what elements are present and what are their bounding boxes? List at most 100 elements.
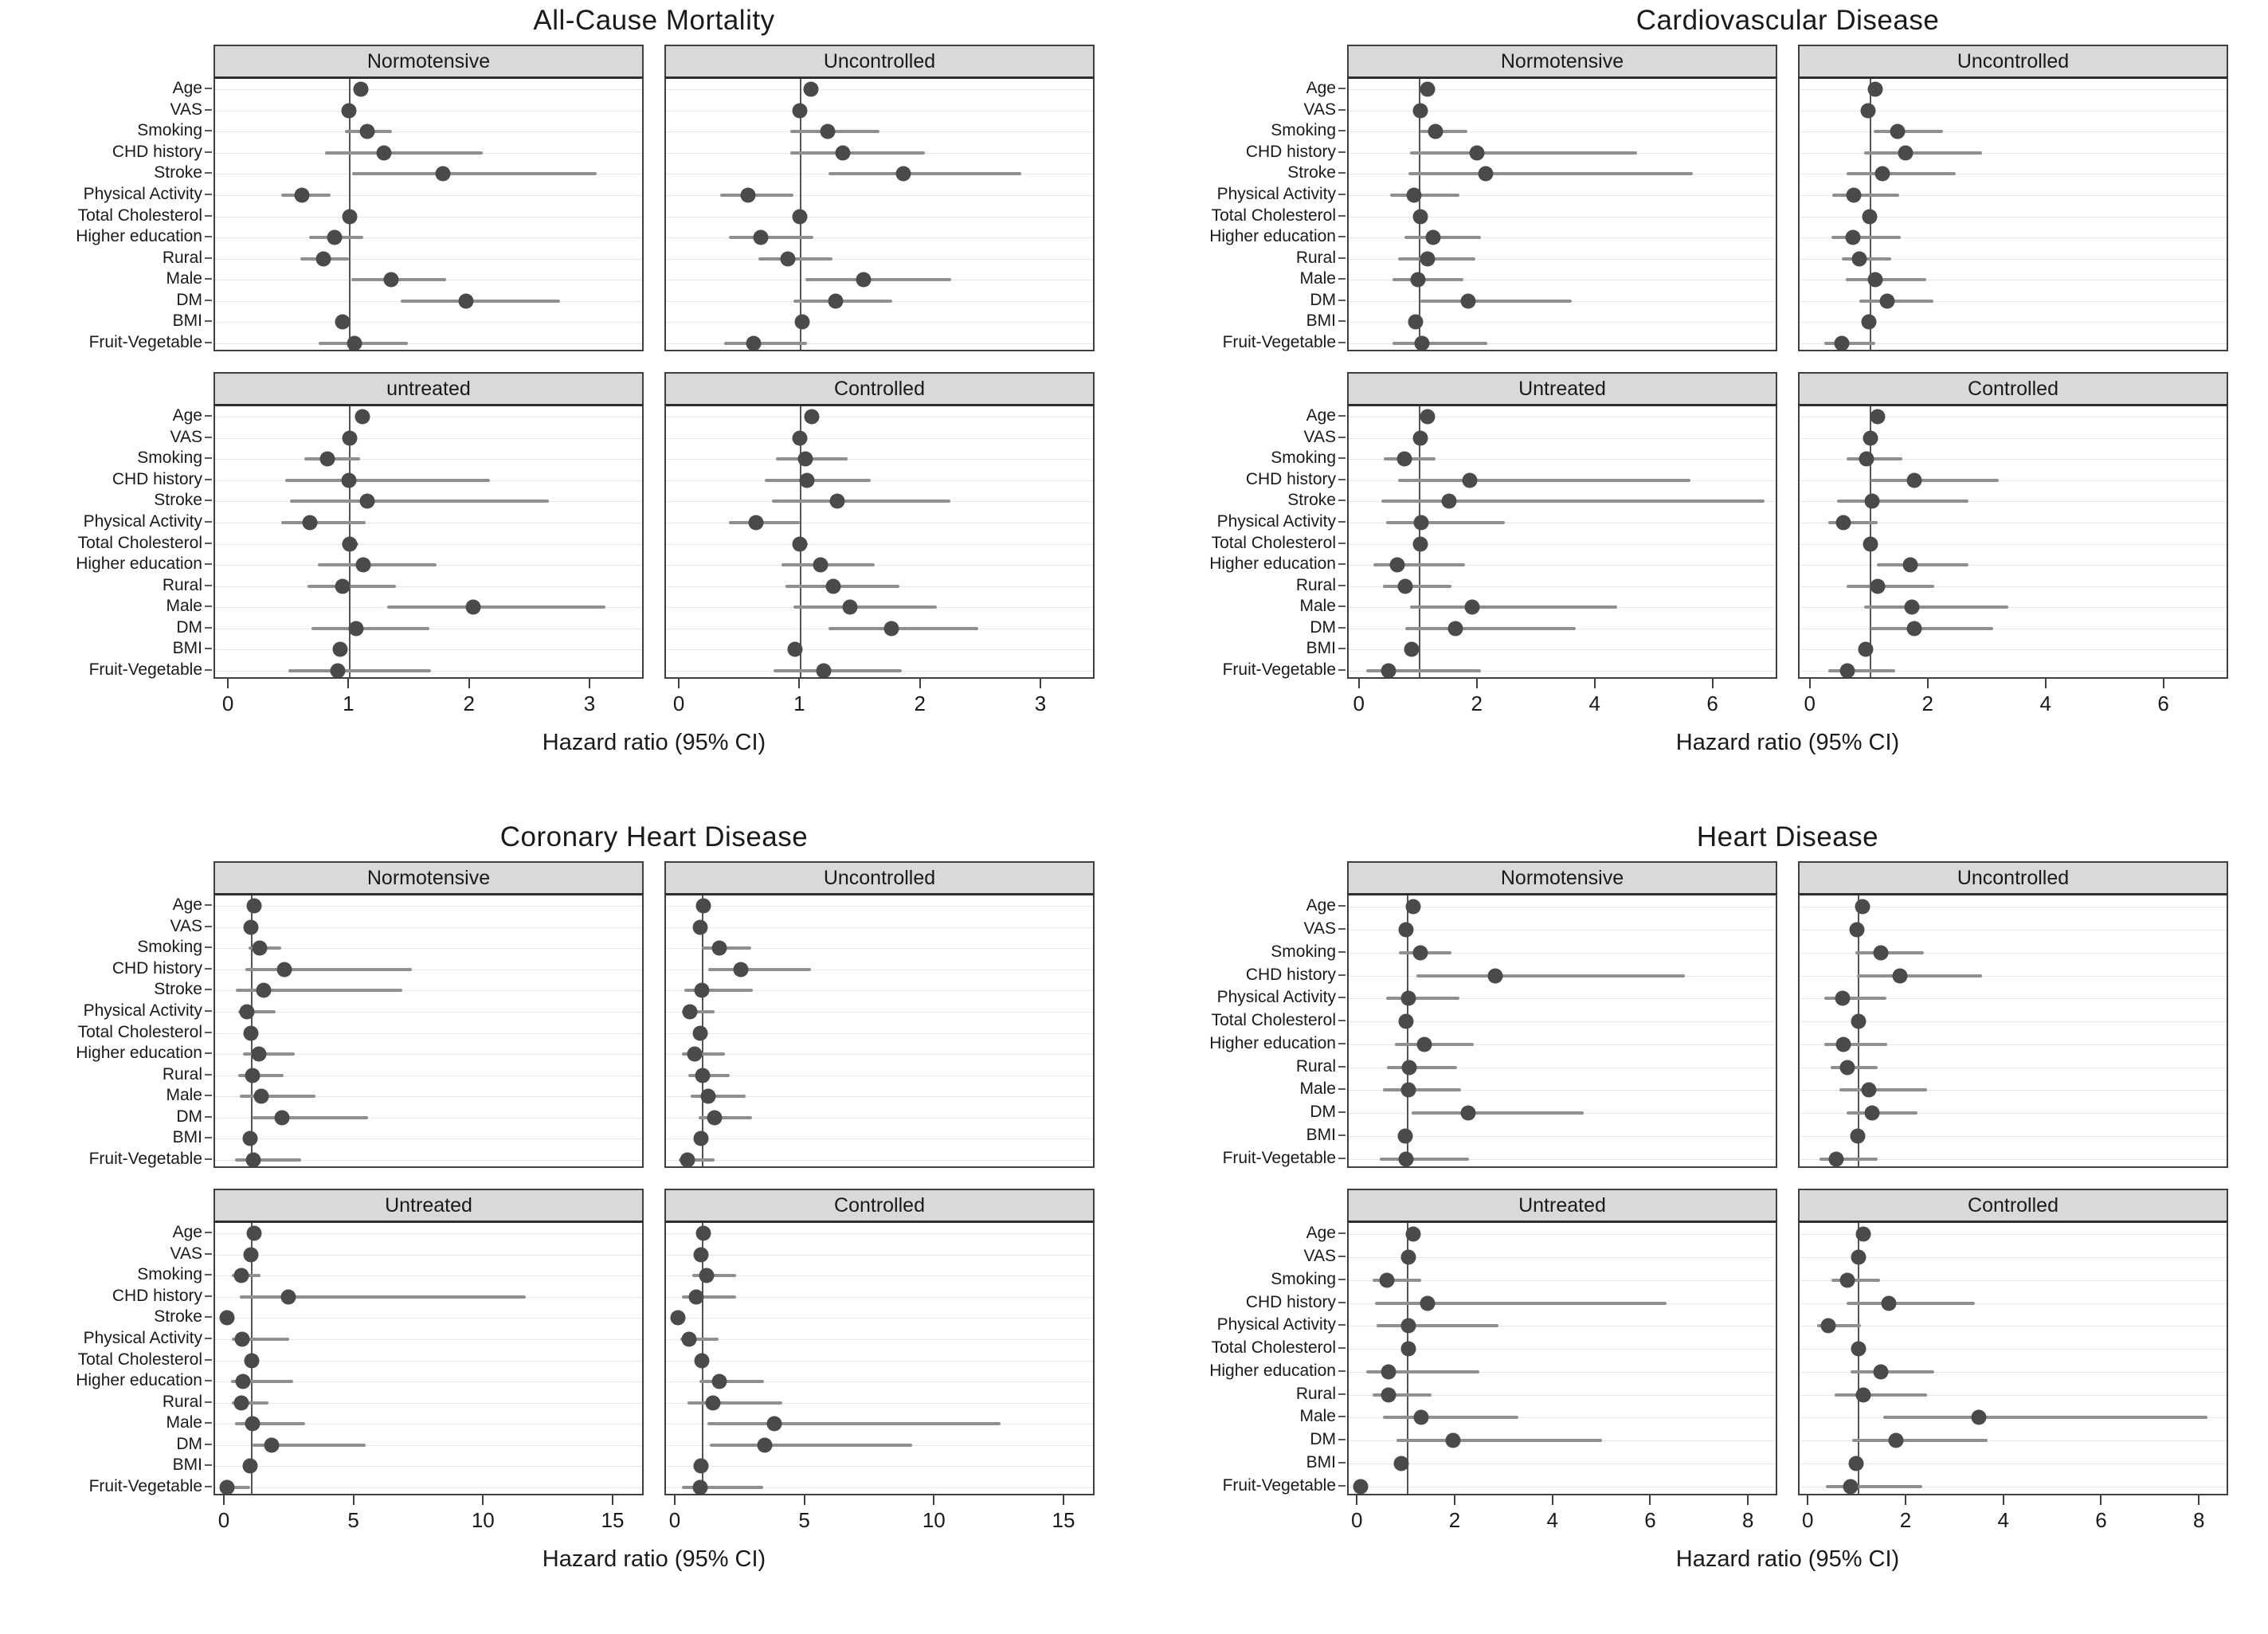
row-gridline [215,1233,642,1235]
row-label: Fruit-Vegetable [1222,660,1336,679]
hr-point [243,1025,259,1040]
row-gridline [1349,437,1776,439]
row-label: VAS [1303,100,1336,119]
row-gridline [1349,459,1776,460]
panel-header: Untreated [213,1189,644,1221]
row-gridline [666,1011,1093,1013]
ci-line [319,341,408,345]
hr-point [1867,272,1883,288]
x-axis: 0 2 4 6 8 [1347,1495,1777,1542]
ci-line [785,584,900,588]
row-label: Fruit-Vegetable [88,332,202,351]
y-tick [1338,193,1346,195]
ci-line [707,1422,1001,1426]
row-gridline [215,1096,642,1098]
panel-header: Normotensive [213,45,644,76]
x-tick-label: 10 [922,1508,946,1532]
row-gridline [215,906,642,907]
hr-point [1828,1151,1844,1166]
panel-header: Untreated [1347,372,1777,404]
row-gridline [215,927,642,928]
hr-point [347,335,362,350]
x-tick [611,1495,613,1505]
y-tick [205,542,212,544]
y-tick [205,299,212,301]
ci-line [235,1158,301,1162]
row-gridline [1800,1371,2227,1373]
row-gridline [666,237,1093,239]
ci-line [1409,605,1617,609]
y-tick [1338,626,1346,629]
y-tick [205,1464,212,1467]
row-gridline [1800,565,2227,566]
hr-point [342,209,358,224]
row-gridline [1800,131,2227,133]
row-gridline [666,1233,1093,1235]
panel-normotensive: Normotensive [1347,861,1777,1168]
hr-point [828,293,844,309]
panel-plot [1798,893,2228,1168]
hr-point [1460,1105,1476,1121]
hr-point [239,1004,255,1020]
hr-point [1851,251,1867,267]
hr-point [252,940,268,956]
panel-uncontrolled: Uncontrolled [664,861,1095,1168]
row-label: Smoking [137,449,202,468]
y-axis-labels: Age VAS Smoking CHD history Physical Activit… [1158,1189,1347,1495]
y-tick [205,500,212,502]
panel-header: Normotensive [1347,45,1777,76]
hr-point [688,1289,704,1305]
row-gridline [666,343,1093,344]
row-label: BMI [172,1128,202,1147]
hr-point [1420,81,1436,97]
hr-point [1420,251,1436,267]
hr-point [245,1152,261,1166]
row-gridline [666,1402,1093,1404]
row-gridline [666,649,1093,651]
ci-line [1839,1088,1928,1092]
ci-line [1834,1393,1927,1397]
hr-point [792,103,808,119]
ci-line [307,584,396,588]
panel-controlled: Controlled 0 1 2 3 [664,372,1095,725]
hr-point [243,1247,259,1263]
row-gridline [1349,670,1776,672]
hr-point [359,493,375,509]
reference-line-hr1 [1406,1223,1408,1494]
ci-line [1855,950,1924,954]
y-tick [1338,278,1346,280]
row-label: BMI [1306,1452,1336,1471]
ci-line [1859,299,1933,303]
hr-point [246,1225,262,1241]
row-gridline [666,565,1093,566]
hr-point [1843,1479,1859,1494]
hr-point [1400,1082,1416,1098]
hr-point [694,1353,710,1368]
hr-point [243,919,259,935]
panel-plot [213,893,644,1168]
hr-point [383,272,399,288]
y-tick [205,1232,212,1234]
hr-point [711,940,727,956]
hr-point [780,251,796,267]
ci-line [682,1295,736,1299]
hr-point [820,123,836,139]
x-tick-label: 2 [914,692,926,715]
ci-line [1850,1370,1935,1373]
row-gridline [666,110,1093,112]
hr-point [1851,1013,1866,1029]
x-tick [1747,1495,1749,1505]
hr-point [842,599,858,615]
row-gridline [215,1487,642,1488]
row-gridline [215,89,642,91]
ci-line [765,478,872,482]
y-tick [1338,974,1346,976]
row-gridline [215,1444,642,1446]
row-label: Higher education [76,1371,202,1390]
ci-line [288,668,431,672]
hr-point [359,123,375,139]
row-gridline [666,1254,1093,1256]
row-gridline [215,459,642,460]
row-gridline [666,437,1093,439]
